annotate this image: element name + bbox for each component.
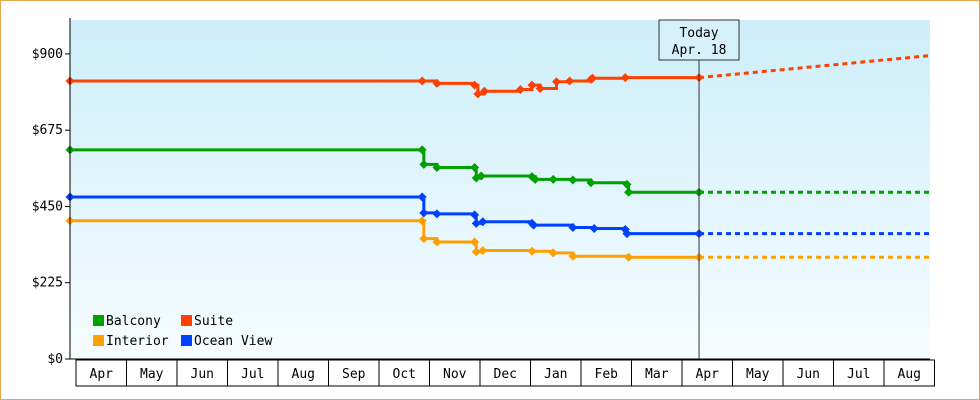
legend-item-balcony[interactable]: Balcony xyxy=(93,314,161,329)
data-point-balcony[interactable] xyxy=(432,162,442,172)
data-point-suite[interactable] xyxy=(417,76,427,86)
data-point-ocean-view[interactable] xyxy=(471,218,481,228)
x-tick-label: Jul xyxy=(847,367,870,382)
data-point-suite[interactable] xyxy=(473,89,483,99)
data-point-interior[interactable] xyxy=(478,246,488,256)
data-point-ocean-view[interactable] xyxy=(568,222,578,232)
x-tick-label: Feb xyxy=(595,367,619,382)
today-box xyxy=(658,19,740,61)
data-point-ocean-view[interactable] xyxy=(478,217,488,227)
data-point-interior[interactable] xyxy=(568,251,578,261)
x-tick-label: May xyxy=(746,367,770,382)
data-point-balcony[interactable] xyxy=(476,171,486,181)
data-point-balcony[interactable] xyxy=(624,187,634,197)
x-tick-label: Dec xyxy=(494,367,517,382)
y-tick-label: $0 xyxy=(47,352,63,367)
data-point-interior[interactable] xyxy=(624,252,634,262)
x-tick-label: May xyxy=(140,367,164,382)
series-suite xyxy=(65,54,931,99)
data-point-ocean-view[interactable] xyxy=(622,229,632,239)
data-point-suite[interactable] xyxy=(527,80,537,90)
data-point-balcony[interactable] xyxy=(622,179,632,189)
data-point-suite[interactable] xyxy=(565,76,575,86)
legend-swatch-ocean-view xyxy=(181,335,192,346)
x-tick-label: Jul xyxy=(241,367,264,382)
legend-label-suite: Suite xyxy=(194,314,233,329)
today-label: Today xyxy=(679,26,718,41)
data-point-interior[interactable] xyxy=(471,247,481,257)
y-tick-label: $450 xyxy=(32,199,63,214)
data-point-balcony[interactable] xyxy=(586,178,596,188)
data-point-balcony[interactable] xyxy=(530,174,540,184)
legend-item-interior[interactable]: Interior xyxy=(93,334,169,349)
plot-area xyxy=(70,20,930,359)
x-tick-label: Apr xyxy=(90,367,114,382)
x-tick-label: Oct xyxy=(393,367,416,382)
y-tick-label: $900 xyxy=(32,47,63,62)
x-tick-label: Mar xyxy=(645,367,669,382)
y-tick-label: $675 xyxy=(32,123,63,138)
series-ocean-view xyxy=(65,192,930,239)
data-point-balcony[interactable] xyxy=(470,162,480,172)
legend-swatch-interior xyxy=(93,335,104,346)
data-point-interior[interactable] xyxy=(432,237,442,247)
y-tick-label: $225 xyxy=(32,276,63,291)
data-point-balcony[interactable] xyxy=(419,159,429,169)
legend-label-ocean-view: Ocean View xyxy=(194,334,272,349)
x-tick-label: Jun xyxy=(191,367,214,382)
data-point-ocean-view[interactable] xyxy=(419,208,429,218)
data-point-ocean-view[interactable] xyxy=(470,210,480,220)
data-point-ocean-view[interactable] xyxy=(529,220,539,230)
data-point-ocean-view[interactable] xyxy=(417,192,427,202)
month-band xyxy=(75,359,935,387)
x-tick-label: Apr xyxy=(696,367,720,382)
x-tick-label: Aug xyxy=(292,367,315,382)
legend-label-balcony: Balcony xyxy=(106,314,161,329)
data-point-suite[interactable] xyxy=(470,80,480,90)
legend-item-suite[interactable]: Suite xyxy=(181,314,233,329)
data-point-interior[interactable] xyxy=(470,237,480,247)
x-tick-label: Nov xyxy=(443,367,467,382)
data-point-interior[interactable] xyxy=(548,248,558,258)
data-point-suite[interactable] xyxy=(432,78,442,88)
legend-swatch-suite xyxy=(181,315,192,326)
data-point-suite[interactable] xyxy=(588,73,598,83)
data-point-ocean-view[interactable] xyxy=(432,209,442,219)
data-point-interior[interactable] xyxy=(417,216,427,226)
data-point-suite[interactable] xyxy=(620,73,630,83)
data-point-balcony[interactable] xyxy=(417,145,427,155)
series-projection-suite xyxy=(698,54,931,80)
x-tick-label: Sep xyxy=(342,367,366,382)
data-point-ocean-view[interactable] xyxy=(589,223,599,233)
data-point-suite[interactable] xyxy=(535,83,545,93)
series-balcony xyxy=(65,145,930,197)
data-point-balcony[interactable] xyxy=(568,175,578,185)
legend-item-ocean-view[interactable]: Ocean View xyxy=(181,334,272,349)
series-interior xyxy=(65,216,930,262)
data-point-interior[interactable] xyxy=(527,246,537,256)
x-tick-label: Jan xyxy=(544,367,567,382)
legend-swatch-balcony xyxy=(93,315,104,326)
legend-label-interior: Interior xyxy=(106,334,169,349)
data-point-suite[interactable] xyxy=(515,84,525,94)
data-point-interior[interactable] xyxy=(419,234,429,244)
today-date: Apr. 18 xyxy=(672,43,727,58)
x-tick-label: Aug xyxy=(898,367,921,382)
x-tick-label: Jun xyxy=(797,367,820,382)
data-point-suite[interactable] xyxy=(479,86,489,96)
data-point-balcony[interactable] xyxy=(548,174,558,184)
data-point-suite[interactable] xyxy=(552,77,562,87)
